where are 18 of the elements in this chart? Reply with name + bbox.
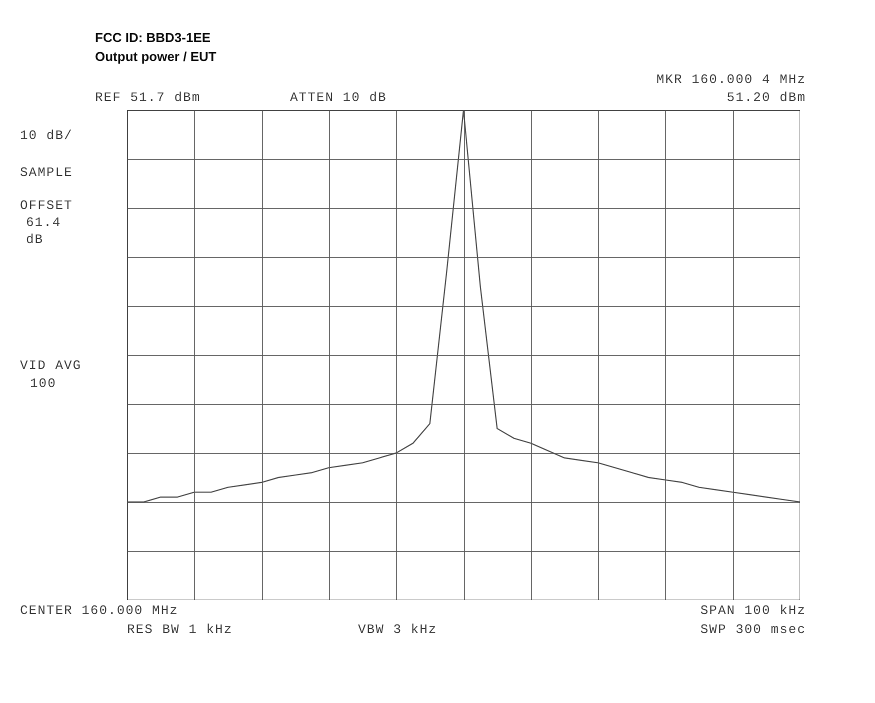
text: RES BW 1 kHz [127,622,233,637]
text: MKR 160.000 4 MHz [656,72,806,87]
text: VBW 3 kHz [358,622,438,637]
text: 100 [30,376,56,391]
chart-subtitle: Output power / EUT [95,49,216,64]
text: 10 dB/ [20,128,73,143]
text: REF 51.7 dBm [95,90,201,105]
text: 61.4 [26,215,62,230]
chart-title: FCC ID: BBD3-1EE [95,30,211,45]
text: 51.20 dBm [726,90,806,105]
text: ATTEN 10 dB [290,90,387,105]
text: dB [26,232,44,247]
text: SWP 300 msec [700,622,806,637]
text: VID AVG [20,358,82,373]
text: SAMPLE [20,165,73,180]
text: SPAN 100 kHz [700,603,806,618]
text: OFFSET [20,198,73,213]
text: CENTER 160.000 MHz [20,603,178,618]
